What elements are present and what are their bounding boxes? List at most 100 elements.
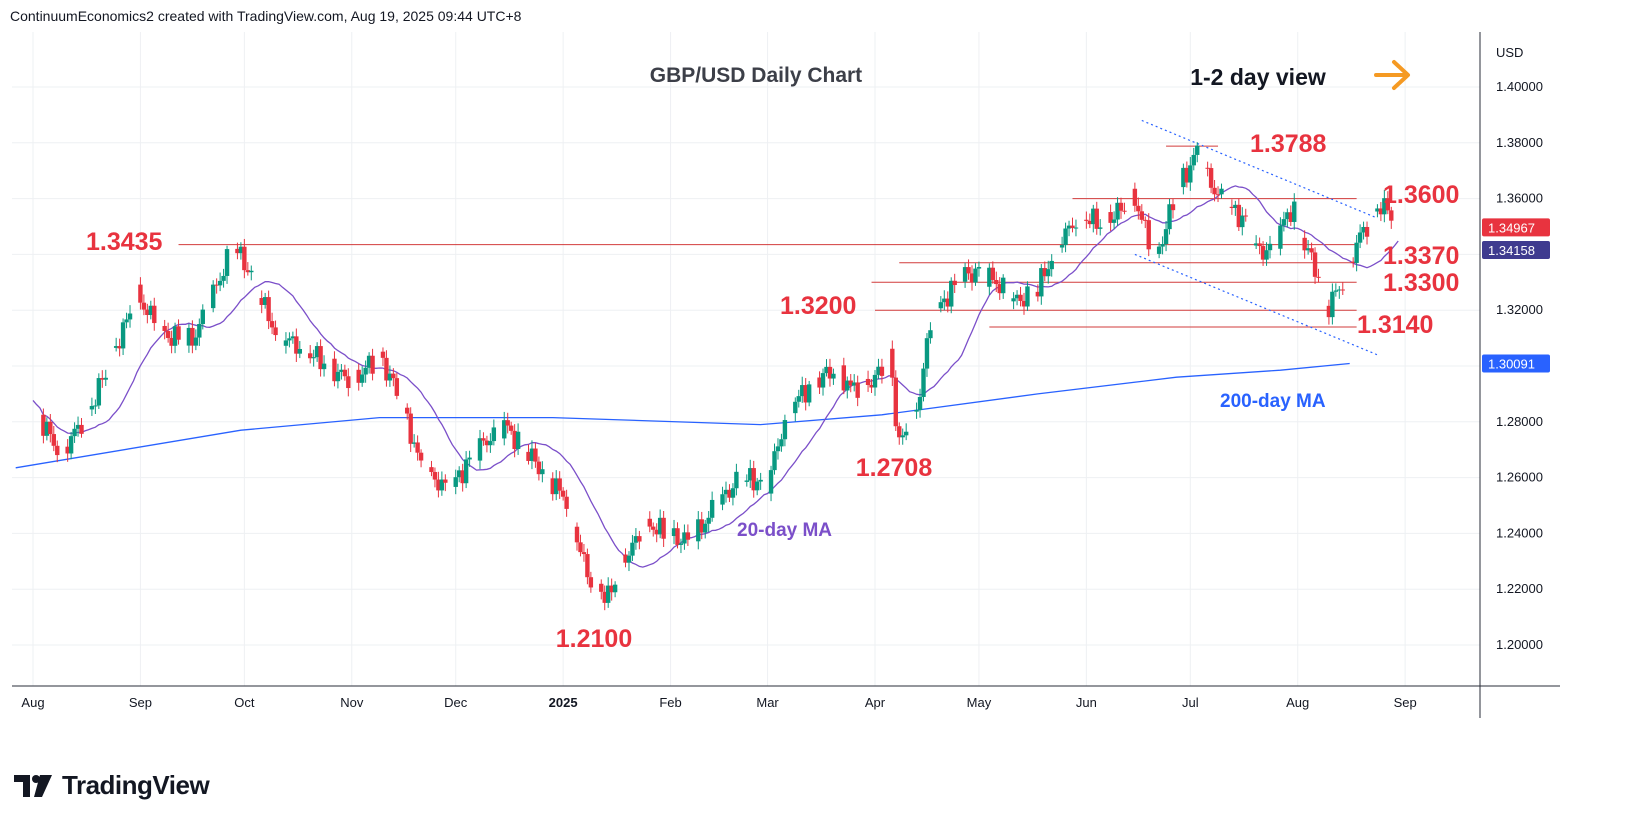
y-tick-label: 1.38000 [1496, 135, 1543, 150]
candle-body [540, 469, 545, 475]
candle-body [1375, 208, 1380, 212]
currency-label: USD [1496, 45, 1523, 60]
candle-body [997, 284, 1002, 294]
candle-body [55, 445, 60, 456]
candle-body [1181, 167, 1186, 188]
candle-body [1191, 154, 1196, 166]
candle-body [1385, 198, 1391, 211]
ma-label: 200-day MA [1220, 391, 1326, 412]
candle-body [1018, 294, 1023, 301]
candle-body [1292, 201, 1297, 222]
candle-body [703, 523, 708, 533]
candle-body [578, 542, 583, 553]
candle-body [356, 369, 361, 383]
x-tick-label: Apr [865, 695, 886, 710]
candle-body [845, 380, 850, 391]
candle-body [1305, 248, 1311, 251]
candle-body [817, 377, 822, 388]
candle-body [831, 373, 836, 379]
candle-body [200, 309, 205, 325]
candle-body [432, 472, 438, 480]
candle-body [827, 366, 833, 379]
candle-body [1350, 261, 1356, 263]
tradingview-logo-text: TradingView [62, 770, 210, 800]
candle-body [1281, 219, 1287, 226]
candle-body [346, 376, 351, 389]
candle-body [723, 489, 729, 495]
grid-lines [12, 32, 1480, 686]
time-axis[interactable]: Aug Sep Oct Nov Dec 2025 Feb Mar Apr May Jun Jul Aug… [21, 695, 1416, 710]
candle-body [623, 554, 628, 563]
right-arrow-icon [1374, 60, 1410, 90]
x-tick-label: Aug [21, 695, 44, 710]
candle-body [1288, 212, 1293, 222]
candle-body [1087, 220, 1093, 225]
candle-body [952, 280, 957, 286]
candle-body [754, 481, 760, 491]
candle-body [661, 517, 666, 539]
candle-body [588, 577, 594, 588]
candle-body [744, 480, 749, 482]
candle-body [824, 366, 829, 374]
price-badges: 1.34967 1.34158 1.30091 [1482, 218, 1550, 373]
candle-body [1098, 227, 1103, 229]
tradingview-logo-icon [14, 774, 52, 797]
candle-body [1042, 268, 1047, 277]
candle-body [1049, 260, 1054, 270]
candle-body [1139, 211, 1144, 220]
candle-body [890, 348, 895, 378]
candle-body [113, 346, 119, 348]
candle-body [1361, 226, 1366, 233]
price-badge-text: 1.30091 [1488, 356, 1535, 371]
x-tick-label: Dec [444, 695, 468, 710]
candle-body [1212, 187, 1217, 195]
candle-body [456, 470, 462, 478]
candle-body [949, 280, 954, 307]
candle-body [942, 298, 947, 303]
candle-body [1333, 290, 1339, 292]
candle-body [893, 377, 898, 427]
y-tick-label: 1.28000 [1496, 414, 1543, 429]
candle-body [751, 468, 756, 491]
level-label: 1.3370 [1383, 242, 1459, 270]
candle-body [938, 302, 944, 309]
candle-body [162, 325, 167, 331]
candle-body [1253, 243, 1259, 246]
candle-body [41, 414, 46, 436]
candle-body [529, 448, 535, 461]
candle-body [637, 536, 642, 542]
plot-background [12, 32, 1480, 687]
level-label: 1.3200 [780, 292, 856, 320]
candle-body [1312, 252, 1318, 277]
candle-body [287, 338, 292, 341]
candle-body [269, 321, 275, 328]
candle-body [439, 479, 445, 491]
candle-body [48, 421, 53, 435]
candle-body [443, 479, 448, 483]
candle-body [152, 305, 157, 324]
candle-body [612, 584, 618, 593]
candle-body [557, 478, 562, 491]
candle-body [605, 585, 611, 603]
candle-body [359, 374, 365, 383]
candle-body [505, 420, 510, 426]
candle-body [1326, 305, 1332, 318]
candle-body [879, 366, 885, 376]
candle-body [1070, 225, 1075, 228]
candle-body [1111, 219, 1117, 223]
x-tick-label: Sep [129, 695, 152, 710]
candle-body [848, 380, 853, 386]
candle-body [973, 268, 978, 283]
candle-body [685, 532, 691, 540]
candle-body [654, 529, 659, 535]
candle-body [730, 488, 736, 498]
level-label: 1.3140 [1357, 311, 1433, 339]
candle-body [682, 532, 687, 544]
x-tick-label: Oct [234, 695, 255, 710]
channel-lower-line [1134, 253, 1378, 356]
candle-body [1205, 167, 1210, 169]
tradingview-logo[interactable]: TradingView [14, 770, 210, 801]
candle-body [294, 336, 299, 354]
candle-body [481, 438, 486, 441]
